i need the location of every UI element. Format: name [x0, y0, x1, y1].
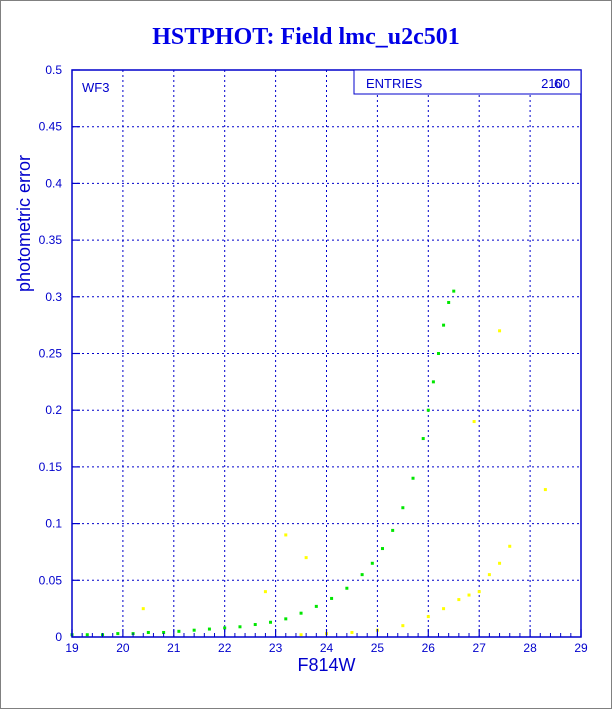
- yellow-data-point: [304, 556, 308, 560]
- yellow-data-point: [508, 544, 512, 548]
- yellow-data-point: [350, 630, 354, 634]
- green-data-point: [146, 630, 150, 634]
- yellow-data-point: [487, 573, 491, 577]
- yellow-data-point: [498, 561, 502, 565]
- x-tick-label: 24: [320, 641, 334, 655]
- yellow-data-point: [467, 593, 471, 597]
- yellow-data-point: [401, 624, 405, 628]
- green-data-point: [380, 547, 384, 551]
- yellow-data-point: [284, 533, 288, 537]
- green-data-point: [284, 617, 288, 621]
- green-data-point: [411, 476, 415, 480]
- y-tick-label: 0.35: [39, 233, 63, 247]
- x-tick-label: 19: [65, 641, 79, 655]
- axis-ticks: 19 20 21 22 23 24 25 26 27 28 29 0 0.05 0.1 0.15 0.2 0.2…: [39, 63, 588, 655]
- green-data-point: [85, 633, 89, 637]
- yellow-data-point: [472, 420, 476, 424]
- yellow-data-point: [498, 329, 502, 333]
- yellow-data-point: [477, 590, 481, 594]
- green-data-point: [447, 300, 451, 304]
- green-data-point: [162, 630, 166, 634]
- y-tick-label: 0.25: [39, 347, 63, 361]
- stats-box-frame: [353, 69, 582, 95]
- green-data-point: [442, 323, 446, 327]
- chip-label: WF3: [82, 80, 109, 95]
- green-data-point: [330, 596, 334, 600]
- x-tick-label: 25: [371, 641, 385, 655]
- x-tick-label: 29: [574, 641, 588, 655]
- green-data-point: [223, 626, 227, 630]
- x-tick-label: 28: [523, 641, 537, 655]
- x-tick-label: 20: [116, 641, 130, 655]
- yellow-data-point: [299, 633, 303, 637]
- y-tick-label: 0.3: [45, 290, 62, 304]
- y-tick-label: 0.15: [39, 460, 63, 474]
- y-axis-label: photometric error: [14, 155, 34, 292]
- chart-title: HSTPHOT: Field lmc_u2c501: [152, 24, 460, 50]
- x-tick-label: 21: [167, 641, 181, 655]
- green-data-point: [192, 628, 196, 632]
- x-tick-label: 23: [269, 641, 283, 655]
- yellow-data-point: [442, 607, 446, 611]
- data-points: [70, 289, 547, 637]
- y-tick-label: 0.45: [39, 120, 63, 134]
- x-tick-label: 22: [218, 641, 232, 655]
- green-data-point: [345, 586, 349, 590]
- stats-entries-value: 2100: [541, 76, 570, 91]
- gridlines: [72, 70, 581, 637]
- green-data-point: [360, 573, 364, 577]
- green-data-point: [207, 627, 211, 631]
- yellow-data-point: [141, 607, 145, 611]
- y-tick-label: 0.5: [45, 63, 62, 77]
- green-data-point: [177, 629, 181, 633]
- green-data-point: [314, 604, 318, 608]
- green-data-point: [426, 408, 430, 412]
- x-axis-label: F814W: [297, 655, 355, 675]
- green-data-point: [116, 632, 120, 636]
- y-tick-label: 0.4: [45, 176, 62, 190]
- green-data-point: [436, 352, 440, 355]
- green-data-point: [299, 611, 303, 615]
- yellow-data-point: [426, 615, 430, 619]
- yellow-data-point: [457, 598, 461, 602]
- y-tick-label: 0.05: [39, 573, 63, 587]
- x-tick-label: 26: [422, 641, 436, 655]
- green-data-point: [370, 561, 374, 565]
- green-data-point: [238, 625, 242, 629]
- green-data-point: [421, 437, 425, 441]
- axis-labels: F814W photometric error WF3: [14, 80, 356, 675]
- yellow-data-point: [263, 590, 267, 594]
- green-data-point: [452, 289, 456, 293]
- y-tick-label: 0.2: [45, 403, 62, 417]
- y-tick-label: 0.1: [45, 517, 62, 531]
- y-tick-label: 0: [55, 630, 62, 644]
- stats-entries-label: ENTRIES: [366, 76, 423, 91]
- green-data-point: [391, 528, 395, 532]
- x-tick-label: 27: [473, 641, 487, 655]
- green-data-point: [401, 506, 405, 510]
- green-data-point: [431, 380, 435, 384]
- yellow-data-point: [543, 488, 547, 492]
- green-data-point: [253, 623, 257, 627]
- stats-entries-overlap-digit: 6: [554, 76, 561, 91]
- green-data-point: [269, 620, 273, 624]
